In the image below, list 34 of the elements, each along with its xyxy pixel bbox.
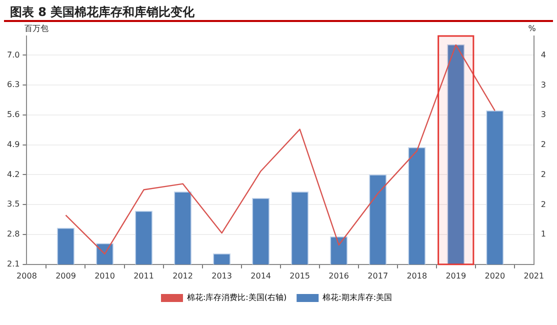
x-tick-label: 2019 xyxy=(446,271,466,280)
x-tick-label: 2013 xyxy=(212,271,232,280)
x-tick-label: 2017 xyxy=(368,271,388,280)
y-tick-label: 4.2 xyxy=(6,170,20,179)
y-tick-label: 7.0 xyxy=(6,50,20,60)
y2-tick-label: 3 xyxy=(540,110,546,120)
y-tick-label: 2.8 xyxy=(6,230,20,239)
legend-label: 棉花:期末库存:美国 xyxy=(322,293,392,302)
y2-tick-label: 1 xyxy=(540,230,546,239)
y-tick-label: 6.3 xyxy=(6,80,20,90)
y2-tick-label: 2 xyxy=(540,170,546,179)
y-tick-label: 4.9 xyxy=(6,140,20,149)
chart-title: 图表 8 美国棉花库存和库销比变化 xyxy=(4,0,553,22)
x-tick-label: 2015 xyxy=(290,271,310,280)
x-tick-label: 2010 xyxy=(94,271,115,280)
y2-tick-label: 2 xyxy=(540,140,546,150)
x-tick-label: 2008 xyxy=(16,271,37,280)
y2-tick-label: 3 xyxy=(540,80,546,90)
y-tick-label: 2.1 xyxy=(6,259,20,268)
x-tick-label: 2012 xyxy=(172,271,193,280)
y2-tick-label: 2 xyxy=(540,200,546,209)
y-tick-label: 3.5 xyxy=(6,200,20,209)
x-tick-label: 2009 xyxy=(56,271,76,280)
x-tick-label: 2021 xyxy=(524,271,544,280)
x-tick-label: 2011 xyxy=(134,271,154,280)
y2-tick-label: 4 xyxy=(540,50,546,60)
x-tick-label: 2014 xyxy=(250,271,271,280)
legend-label: 棉花:库存消费比:美国(右轴) xyxy=(186,293,287,302)
x-tick-label: 2018 xyxy=(406,271,428,280)
y2-axis-title: % xyxy=(528,24,536,34)
y-tick-label: 5.6 xyxy=(6,110,20,120)
x-tick-label: 2016 xyxy=(328,271,350,280)
x-tick-label: 2020 xyxy=(484,271,506,280)
y-axis-title: 百万包 xyxy=(24,24,49,34)
